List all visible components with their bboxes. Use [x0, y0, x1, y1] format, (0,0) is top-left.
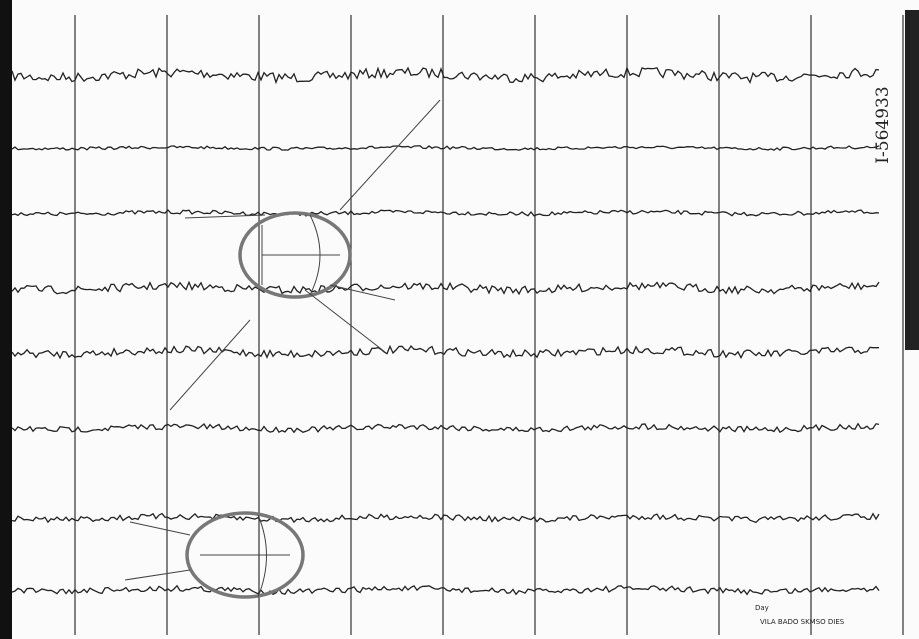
eeg-scan: I-564933 Day VILA BADO SKMSO DIES: [0, 0, 919, 639]
eeg-trace: [12, 346, 879, 358]
eeg-trace: [12, 424, 879, 433]
footer-day: Day: [755, 604, 769, 612]
left-edge: [0, 0, 12, 639]
montage-diagram-bottom: [125, 513, 303, 597]
eeg-trace: [12, 210, 879, 216]
record-id: I-564933: [873, 86, 893, 163]
eeg-trace: [12, 514, 879, 523]
right-edge: [905, 10, 919, 350]
eeg-trace: [12, 282, 879, 294]
eeg-trace: [12, 586, 879, 595]
time-grid: [75, 15, 903, 635]
eeg-sheet: I-564933 Day VILA BADO SKMSO DIES: [0, 0, 919, 639]
eeg-trace: [12, 146, 879, 150]
footer-caption: VILA BADO SKMSO DIES: [760, 618, 845, 626]
eeg-traces: [12, 68, 879, 595]
eeg-trace: [12, 68, 879, 83]
